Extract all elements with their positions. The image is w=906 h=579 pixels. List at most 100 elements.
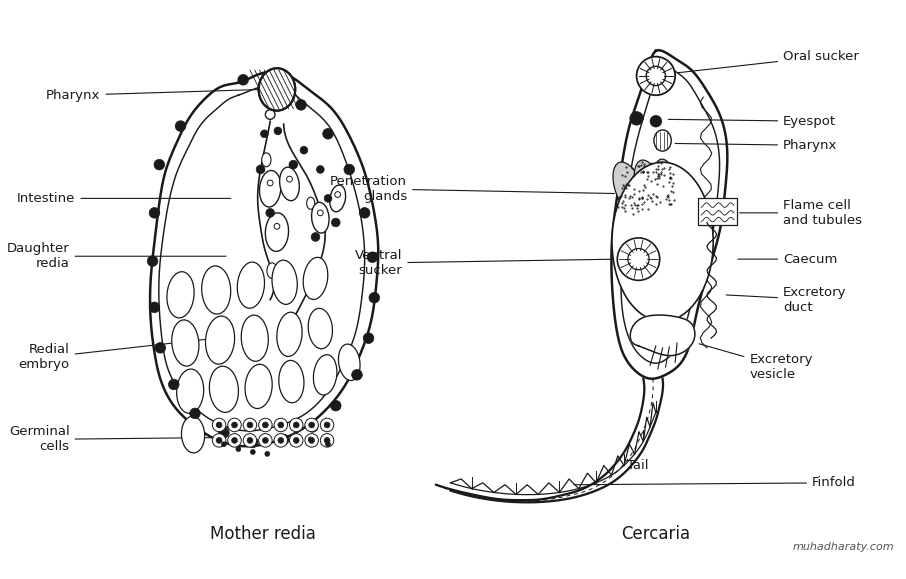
Circle shape xyxy=(263,422,268,428)
Ellipse shape xyxy=(634,160,662,212)
Circle shape xyxy=(175,121,186,131)
Ellipse shape xyxy=(308,309,333,349)
Ellipse shape xyxy=(265,213,288,251)
Circle shape xyxy=(295,100,306,110)
Text: muhadharaty.com: muhadharaty.com xyxy=(793,543,894,552)
Ellipse shape xyxy=(237,262,265,308)
Circle shape xyxy=(238,75,248,85)
Circle shape xyxy=(628,248,649,270)
Text: Oral sucker: Oral sucker xyxy=(678,50,859,73)
Circle shape xyxy=(300,146,308,154)
Ellipse shape xyxy=(267,263,277,278)
Circle shape xyxy=(258,418,272,432)
Text: Germinal
cells: Germinal cells xyxy=(9,426,221,453)
Circle shape xyxy=(265,208,275,217)
Ellipse shape xyxy=(202,266,231,314)
Circle shape xyxy=(278,434,289,445)
Text: Pharynx: Pharynx xyxy=(46,89,260,102)
Circle shape xyxy=(309,422,314,428)
Circle shape xyxy=(261,130,268,138)
Circle shape xyxy=(651,115,661,127)
Circle shape xyxy=(221,442,226,446)
Ellipse shape xyxy=(245,364,272,409)
Circle shape xyxy=(325,442,331,446)
Text: Eyespot: Eyespot xyxy=(669,115,836,128)
Ellipse shape xyxy=(654,130,671,151)
Circle shape xyxy=(256,165,265,174)
Text: Penetration
glands: Penetration glands xyxy=(330,175,614,203)
Circle shape xyxy=(332,218,340,227)
Circle shape xyxy=(250,449,255,455)
Text: Redial
embryo: Redial embryo xyxy=(18,339,214,372)
Ellipse shape xyxy=(612,162,713,321)
Circle shape xyxy=(247,422,253,428)
Circle shape xyxy=(263,438,268,444)
Circle shape xyxy=(286,176,293,182)
Text: Pharynx: Pharynx xyxy=(675,139,837,152)
Ellipse shape xyxy=(313,355,337,395)
Ellipse shape xyxy=(311,273,320,287)
Text: Tail: Tail xyxy=(627,452,648,472)
Circle shape xyxy=(331,401,341,411)
Circle shape xyxy=(265,452,270,456)
Circle shape xyxy=(189,408,200,419)
Bar xyxy=(699,199,737,225)
Ellipse shape xyxy=(339,344,360,380)
Circle shape xyxy=(352,369,362,380)
Circle shape xyxy=(317,210,323,216)
Circle shape xyxy=(308,437,313,442)
Circle shape xyxy=(290,418,303,432)
Ellipse shape xyxy=(258,68,295,111)
Text: Finfold: Finfold xyxy=(573,477,856,489)
Text: Mother redia: Mother redia xyxy=(209,525,315,543)
Ellipse shape xyxy=(304,257,328,299)
Circle shape xyxy=(232,422,237,428)
Circle shape xyxy=(294,438,299,444)
Text: Excretory
vesicle: Excretory vesicle xyxy=(699,344,813,381)
Circle shape xyxy=(307,422,318,432)
Ellipse shape xyxy=(306,197,314,209)
Circle shape xyxy=(363,333,374,343)
Circle shape xyxy=(367,252,378,262)
Ellipse shape xyxy=(177,369,204,413)
Circle shape xyxy=(321,434,333,447)
Circle shape xyxy=(324,195,332,202)
Circle shape xyxy=(247,438,253,444)
Ellipse shape xyxy=(277,312,302,357)
Text: Daughter
redia: Daughter redia xyxy=(7,242,226,270)
Ellipse shape xyxy=(312,202,329,233)
Ellipse shape xyxy=(613,162,645,215)
Circle shape xyxy=(305,434,318,447)
Polygon shape xyxy=(436,379,663,503)
Circle shape xyxy=(149,207,159,218)
Ellipse shape xyxy=(279,360,304,403)
Circle shape xyxy=(236,446,241,452)
Text: Ventral
sucker: Ventral sucker xyxy=(355,249,616,277)
Circle shape xyxy=(217,422,222,428)
Ellipse shape xyxy=(241,315,268,361)
Circle shape xyxy=(149,302,159,313)
Circle shape xyxy=(290,434,303,447)
Circle shape xyxy=(289,160,298,169)
Ellipse shape xyxy=(167,272,194,318)
Circle shape xyxy=(266,80,277,91)
Circle shape xyxy=(227,434,241,447)
Text: Intestine: Intestine xyxy=(17,192,231,205)
Circle shape xyxy=(218,427,229,438)
Ellipse shape xyxy=(262,153,271,167)
Circle shape xyxy=(617,238,660,280)
Circle shape xyxy=(217,438,222,444)
Circle shape xyxy=(324,422,330,428)
Circle shape xyxy=(278,422,284,428)
Circle shape xyxy=(212,418,226,432)
Circle shape xyxy=(267,180,273,186)
Circle shape xyxy=(309,438,314,444)
Circle shape xyxy=(323,129,333,139)
Circle shape xyxy=(630,112,643,125)
Polygon shape xyxy=(612,50,728,379)
Circle shape xyxy=(265,109,275,119)
Circle shape xyxy=(212,434,226,447)
Text: Caecum: Caecum xyxy=(737,252,837,266)
Circle shape xyxy=(278,438,284,444)
Circle shape xyxy=(232,438,237,444)
